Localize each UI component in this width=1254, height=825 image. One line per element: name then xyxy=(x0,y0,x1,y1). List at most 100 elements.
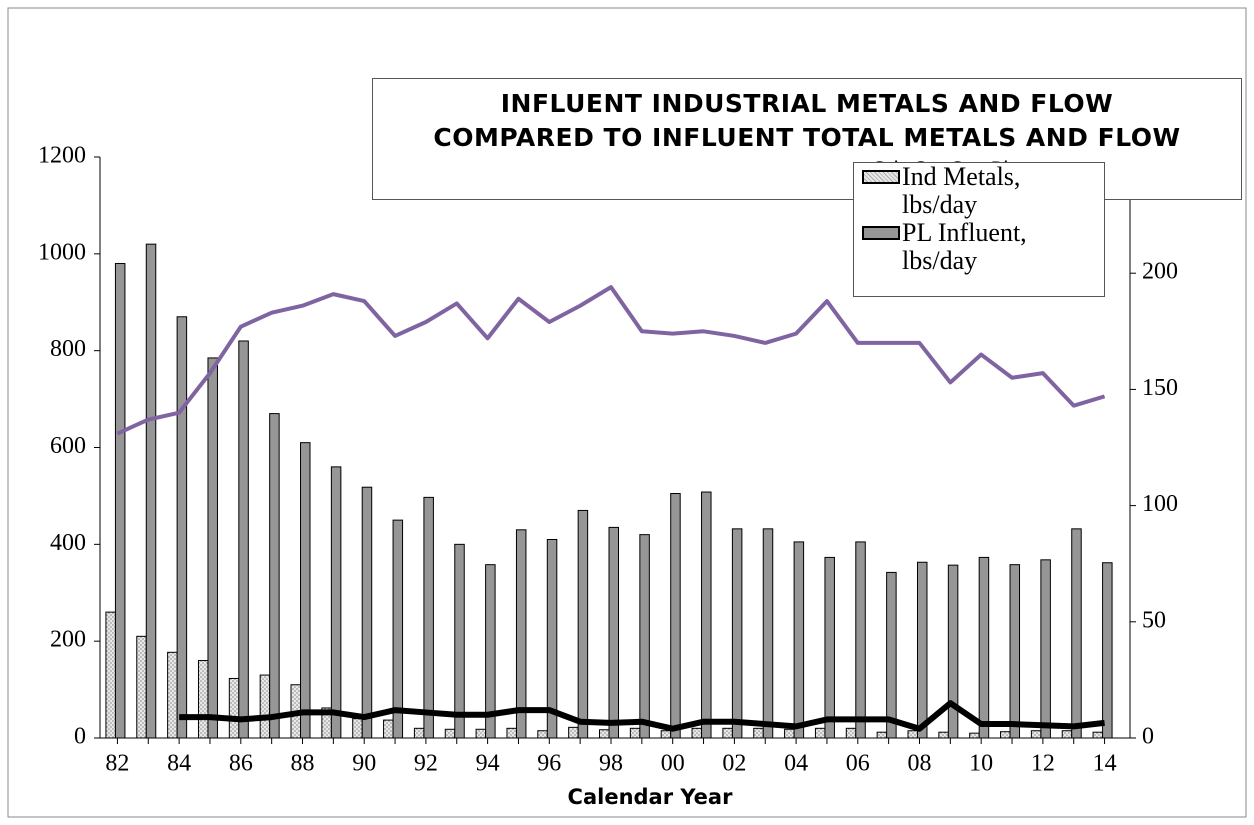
bar xyxy=(352,718,363,739)
bar xyxy=(793,541,805,739)
bar xyxy=(269,413,280,739)
bar xyxy=(105,611,116,739)
bar xyxy=(845,727,857,739)
bar xyxy=(197,660,209,739)
bar xyxy=(969,732,980,739)
x-tick-label: 06 xyxy=(846,751,870,777)
y2-tick-label: 0 xyxy=(1142,724,1154,750)
bar xyxy=(577,509,589,739)
bar xyxy=(413,727,425,739)
bar xyxy=(475,728,487,739)
legend-swatch xyxy=(862,170,900,184)
bar xyxy=(537,730,548,739)
bar xyxy=(1040,559,1051,739)
bar xyxy=(639,534,650,739)
x-tick-label: 90 xyxy=(352,751,376,777)
bar xyxy=(136,635,147,739)
bar xyxy=(886,571,897,739)
y2-tick-label: 50 xyxy=(1142,607,1166,633)
x-tick-label: 84 xyxy=(167,751,191,777)
x-tick-label: 14 xyxy=(1093,751,1117,777)
bar xyxy=(608,526,619,739)
bar xyxy=(145,243,157,739)
bar xyxy=(722,727,733,739)
x-tick-label: 10 xyxy=(969,751,993,777)
x-tick-label: 82 xyxy=(105,751,129,777)
x-tick-label: 04 xyxy=(784,751,808,777)
bar xyxy=(515,529,527,739)
bar xyxy=(701,491,712,739)
y-tick-label: 1000 xyxy=(38,239,86,265)
y-tick-label: 1200 xyxy=(38,143,86,169)
y-tick-label: 600 xyxy=(50,433,86,459)
x-tick-label: 88 xyxy=(291,751,315,777)
bar xyxy=(629,727,641,739)
bar xyxy=(444,728,456,739)
line xyxy=(116,285,1106,436)
title-line: COMPARED TO INFLUENT TOTAL METALS AND FL… xyxy=(433,123,1181,152)
legend-label: PL Influent, lbs/day xyxy=(902,218,1027,275)
bar xyxy=(978,556,990,739)
bar xyxy=(176,316,188,739)
x-tick-label: 00 xyxy=(661,751,685,777)
x-tick-label: 96 xyxy=(537,751,561,777)
bar xyxy=(947,564,959,739)
legend-entry: Ind Metals, lbs/day xyxy=(862,163,1104,219)
bar xyxy=(423,496,434,739)
bar xyxy=(1071,528,1082,739)
bar xyxy=(506,727,517,739)
bar xyxy=(454,543,465,739)
frame xyxy=(7,7,1247,818)
bar xyxy=(361,486,373,739)
x-tick-label: 02 xyxy=(722,751,746,777)
bar xyxy=(1102,562,1113,739)
bar xyxy=(762,528,774,739)
bar xyxy=(1000,731,1011,739)
y-tick-label: 0 xyxy=(74,724,86,750)
x-tick-label: 86 xyxy=(229,751,253,777)
x-tick-label: 98 xyxy=(599,751,623,777)
bar xyxy=(670,492,681,739)
bar xyxy=(485,564,496,739)
line xyxy=(179,700,1105,732)
bar xyxy=(599,729,610,739)
bar xyxy=(824,556,835,739)
bar xyxy=(731,528,743,739)
bar xyxy=(1061,730,1073,739)
legend-entry: PL Influent, lbs/day xyxy=(862,219,1104,275)
x-tick-label: 12 xyxy=(1031,751,1055,777)
bar xyxy=(228,677,240,739)
bar xyxy=(1009,564,1021,739)
bar xyxy=(568,726,579,739)
bar xyxy=(691,727,703,739)
bar xyxy=(784,728,795,739)
title-line: INFLUENT INDUSTRIAL METALS AND FLOW xyxy=(500,89,1114,118)
bar xyxy=(238,340,249,739)
bar xyxy=(167,651,178,739)
legend: Ind Metals, lbs/day PL Influent, lbs/day xyxy=(853,162,1105,297)
bar xyxy=(300,442,311,739)
bar xyxy=(1092,731,1104,739)
legend-label: Ind Metals, lbs/day xyxy=(902,162,1021,219)
y-tick-label: 400 xyxy=(50,530,86,556)
x-tick-label: 08 xyxy=(907,751,931,777)
bar xyxy=(330,466,342,739)
y-tick-label: 800 xyxy=(50,336,86,362)
bar xyxy=(259,674,271,739)
y2-tick-label: 100 xyxy=(1142,491,1178,517)
bar xyxy=(546,538,558,739)
bar xyxy=(916,561,928,739)
title-box: INFLUENT INDUSTRIAL METALS AND FLOW COMP… xyxy=(372,78,1242,200)
bar xyxy=(383,719,394,739)
x-axis-label: Calendar Year xyxy=(567,785,733,809)
bar xyxy=(855,541,866,739)
subtitle: Cd, Cr, Cu, Pb xyxy=(373,155,1241,185)
bar xyxy=(392,519,404,739)
bar xyxy=(907,730,918,739)
bar xyxy=(753,727,764,739)
x-tick-label: 92 xyxy=(414,751,438,777)
bar xyxy=(814,727,826,739)
y-tick-label: 200 xyxy=(50,627,86,653)
